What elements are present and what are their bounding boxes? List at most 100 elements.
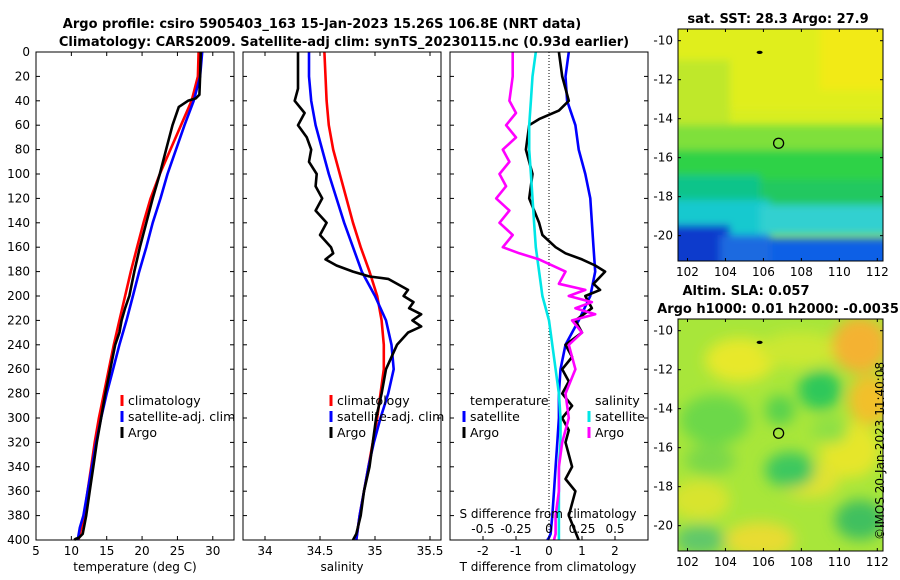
x-tick-label: 10 — [64, 544, 79, 558]
sst-map: sat. SST: 28.3 Argo: 27.9 102 104 106 108 11… — [653, 12, 889, 279]
map-y-tick-label: -10 — [653, 34, 673, 48]
sst-map-markers — [756, 50, 785, 149]
series-climatology — [77, 51, 200, 541]
y-tick-label: 400 — [7, 533, 30, 547]
sst-heatmap — [678, 29, 883, 261]
map-y-tick-label: -18 — [653, 190, 673, 204]
y-tick-label: 240 — [7, 338, 30, 352]
y-tick-label: 180 — [7, 265, 30, 279]
series-argo — [293, 52, 423, 541]
x-tick-label: 25 — [170, 544, 185, 558]
argo-position-marker — [772, 427, 785, 439]
salinity-x-ticks: 34 34.5 35 35.5 — [257, 52, 443, 558]
x-tick-label: 0 — [545, 544, 553, 558]
salinity-series — [293, 51, 423, 541]
island-marker — [756, 50, 763, 54]
s-x-tick-label: -0.5 — [471, 522, 494, 536]
y-tick-label: 160 — [7, 240, 30, 254]
s-x-tick-label: 0 — [545, 522, 553, 536]
series-salinity-argo — [494, 52, 597, 541]
x-tick-label: 30 — [205, 544, 220, 558]
series-satellite-adj-clim — [307, 52, 396, 541]
y-tick-label: 380 — [7, 509, 30, 523]
legend-salinity-title: salinity — [595, 393, 640, 408]
y-tick-label: 320 — [7, 435, 30, 449]
map-y-tick-label: -10 — [653, 324, 673, 338]
salinity-x-label: salinity — [320, 560, 363, 574]
imos-watermark: ©IMOS 20-Jan-2023 11:40:08 — [873, 361, 887, 540]
map-y-tick-label: -16 — [653, 441, 673, 455]
temperature-x-ticks: 5 10 15 20 25 30 — [32, 52, 220, 558]
map-x-tick-label: 104 — [714, 265, 737, 279]
legend-temperature-satellite: satellite — [470, 409, 520, 424]
t-difference-x-ticks: -2 -1 0 1 2 — [477, 536, 619, 558]
series-satellite-adj-clim — [76, 51, 204, 541]
temperature-axes-frame — [35, 51, 235, 541]
s-x-tick-label: 0.25 — [569, 522, 596, 536]
y-tick-label: 140 — [7, 216, 30, 230]
map-x-tick-label: 106 — [752, 555, 775, 569]
series-temperature-satellite — [546, 51, 597, 541]
t-difference-x-label: T difference from climatology — [459, 560, 637, 574]
s-x-tick-label: -0.25 — [500, 522, 531, 536]
legend-climatology-salinity: climatology — [337, 393, 410, 408]
sla-map: Altim. SLA: 0.057 Argo h1000: 0.01 h2000… — [653, 284, 898, 569]
y-tick-label: 0 — [22, 45, 30, 59]
map-y-tick-label: -12 — [653, 363, 673, 377]
legend-temperature-title: temperature — [470, 393, 549, 408]
sla-map-subtitle: Argo h1000: 0.01 h2000: -0.0035 — [657, 302, 899, 317]
sla-map-ticks: 102 104 106 108 110 112 -10 -12 -14 -16 -18 -20 — [653, 319, 889, 569]
x-tick-label: 5 — [32, 544, 40, 558]
series-argo — [73, 51, 203, 541]
x-tick-label: 15 — [99, 544, 114, 558]
x-tick-label: 34.5 — [307, 544, 334, 558]
legend-satellite-adj-clim-salinity: satellite-adj. clim — [337, 409, 444, 424]
legend-salinity-satellite: satellite — [595, 409, 645, 424]
island-marker — [756, 340, 763, 344]
map-x-tick-label: 110 — [828, 265, 851, 279]
map-x-tick-label: 112 — [866, 555, 889, 569]
depth-y-ticks: 0 20 40 60 80 100 120 140 160 180 200 220 240 260 280 3… — [7, 45, 648, 547]
y-tick-label: 340 — [7, 460, 30, 474]
map-y-tick-label: -14 — [653, 112, 673, 126]
y-tick-label: 260 — [7, 362, 30, 376]
x-tick-label: -2 — [477, 544, 489, 558]
y-tick-label: 40 — [15, 94, 30, 108]
s-x-tick-label: 0.5 — [605, 522, 624, 536]
x-tick-label: 35.5 — [417, 544, 444, 558]
map-x-tick-label: 104 — [714, 555, 737, 569]
x-tick-label: 1 — [578, 544, 586, 558]
s-difference-x-label: S difference from climatology — [460, 507, 637, 521]
sla-heatmap — [678, 319, 883, 551]
sla-map-markers — [756, 340, 785, 439]
legend-salinity-argo: Argo — [595, 425, 624, 440]
series-temperature-argo — [524, 51, 607, 541]
x-tick-label: -1 — [510, 544, 522, 558]
y-tick-label: 300 — [7, 411, 30, 425]
salinity-panel: 34 34.5 35 35.5 salinity climatology satell… — [242, 51, 444, 574]
x-tick-label: 2 — [611, 544, 619, 558]
title-line-2: Climatology: CARS2009. Satellite-adj cli… — [59, 35, 629, 50]
y-tick-label: 100 — [7, 167, 30, 181]
map-x-tick-label: 102 — [676, 555, 699, 569]
x-tick-label: 34 — [257, 544, 272, 558]
y-tick-label: 80 — [15, 143, 30, 157]
map-x-tick-label: 112 — [866, 265, 889, 279]
map-y-tick-label: -14 — [653, 402, 673, 416]
temperature-legend: climatology satellite-adj. clim Argo — [120, 393, 235, 440]
legend-argo-salinity: Argo — [337, 425, 366, 440]
legend-climatology: climatology — [128, 393, 201, 408]
temperature-x-label: temperature (deg C) — [73, 560, 196, 574]
x-tick-label: 35 — [367, 544, 382, 558]
map-y-tick-label: -20 — [653, 229, 673, 243]
map-x-tick-label: 108 — [790, 265, 813, 279]
temperature-panel: 5 10 15 20 25 30 0204060801001201401601802002… — [7, 45, 648, 574]
y-tick-label: 20 — [15, 69, 30, 83]
difference-series — [494, 51, 607, 541]
map-x-tick-label: 110 — [828, 555, 851, 569]
difference-panel: -2 -1 0 1 2 -0.5 -0.25 0 0.25 0.5 S difference f… — [449, 51, 649, 574]
map-x-tick-label: 108 — [790, 555, 813, 569]
legend-satellite-adj-clim: satellite-adj. clim — [128, 409, 235, 424]
map-y-tick-label: -18 — [653, 480, 673, 494]
